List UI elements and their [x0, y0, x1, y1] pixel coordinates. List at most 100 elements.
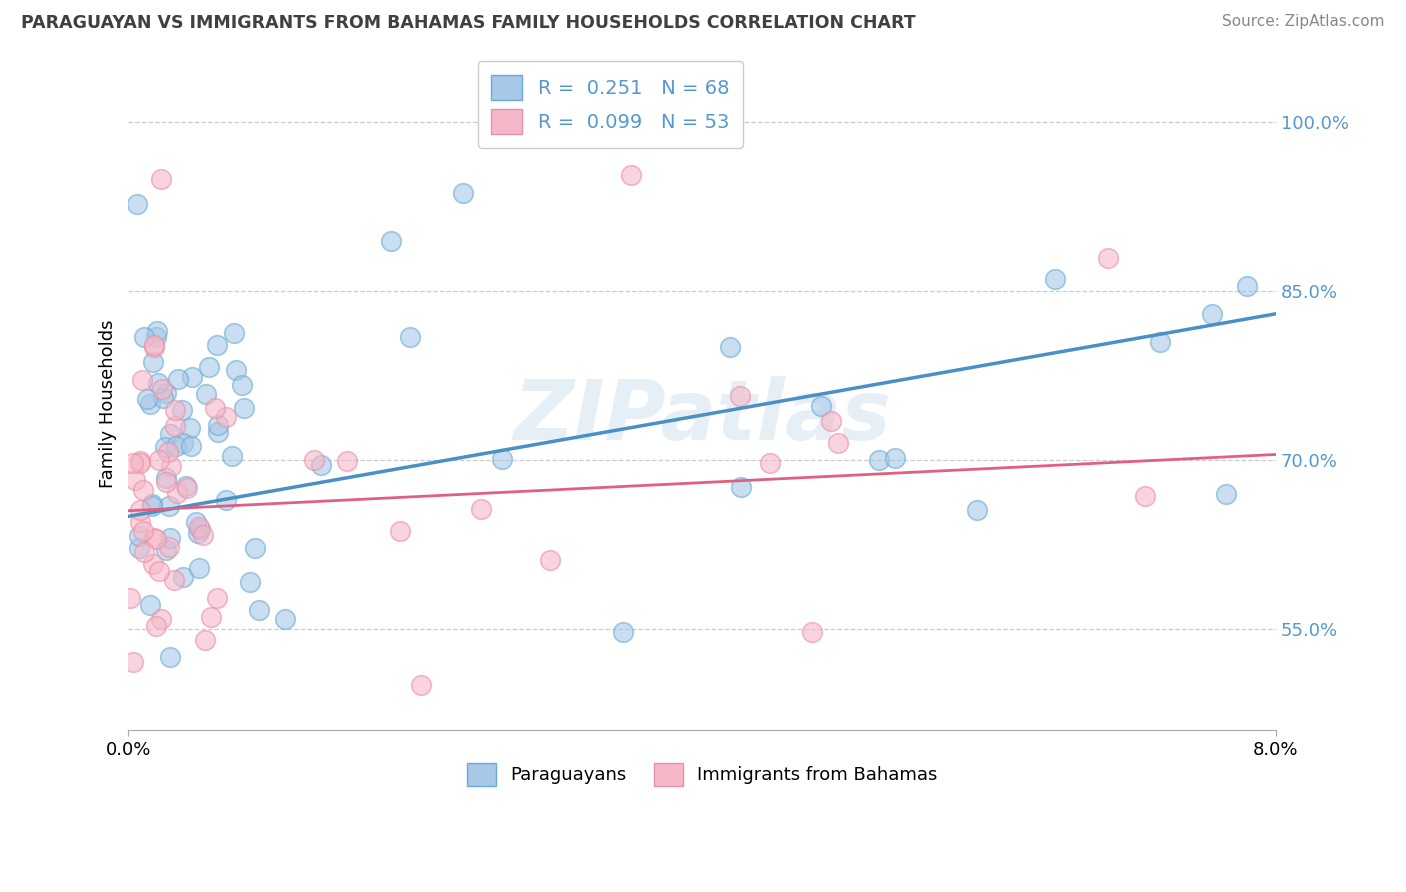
Point [128, 529, 150, 543]
Point [1097, 252, 1119, 266]
Point [159, 531, 181, 545]
Point [128, 503, 150, 517]
Point [247, 603, 270, 617]
Point [155, 471, 177, 485]
Point [233, 401, 256, 415]
Point [188, 561, 211, 575]
Point [139, 599, 162, 613]
Point [148, 564, 170, 578]
Point [145, 329, 167, 343]
Point [141, 500, 163, 514]
Point [243, 541, 266, 555]
Point [145, 533, 167, 547]
Point [231, 377, 253, 392]
Point [215, 492, 238, 507]
Point [1201, 307, 1223, 321]
Point [165, 419, 187, 434]
Point [304, 453, 326, 467]
Point [148, 452, 170, 467]
Point [800, 625, 823, 640]
Point [146, 376, 169, 391]
Point [225, 362, 247, 376]
Point [163, 573, 186, 587]
Point [336, 454, 359, 468]
Point [152, 391, 174, 405]
Point [224, 326, 246, 340]
Point [142, 354, 165, 368]
Point [399, 330, 422, 344]
Point [179, 421, 201, 435]
Point [155, 441, 177, 455]
Point [215, 409, 238, 424]
Point [155, 385, 177, 400]
Point [204, 401, 226, 415]
Point [172, 570, 194, 584]
Point [145, 324, 167, 338]
Point [207, 425, 229, 440]
Point [166, 371, 188, 385]
Point [136, 392, 159, 407]
Point [1133, 489, 1156, 503]
Point [150, 612, 173, 626]
Point [155, 475, 177, 489]
Point [157, 500, 180, 514]
Point [159, 427, 181, 442]
Point [1215, 487, 1237, 501]
Point [409, 678, 432, 692]
Point [150, 382, 173, 396]
Point [121, 655, 143, 669]
Point [155, 543, 177, 558]
Text: ZIPatlas: ZIPatlas [513, 376, 891, 458]
Point [129, 515, 152, 529]
Point [451, 186, 474, 200]
Point [470, 501, 492, 516]
Point [868, 453, 890, 467]
Point [141, 497, 163, 511]
Point [730, 480, 752, 494]
Text: PARAGUAYAN VS IMMIGRANTS FROM BAHAMAS FAMILY HOUSEHOLDS CORRELATION CHART: PARAGUAYAN VS IMMIGRANTS FROM BAHAMAS FA… [21, 14, 915, 32]
Point [132, 330, 155, 344]
Point [134, 545, 156, 559]
Point [180, 369, 202, 384]
Point [239, 574, 262, 589]
Point [156, 445, 179, 459]
Point [188, 522, 211, 536]
Point [129, 453, 152, 467]
Point [1045, 272, 1067, 286]
Point [810, 399, 832, 413]
Point [221, 449, 243, 463]
Point [205, 338, 228, 352]
Point [159, 649, 181, 664]
Point [1149, 335, 1171, 350]
Point [143, 337, 166, 351]
Point [174, 479, 197, 493]
Point [132, 483, 155, 498]
Point [187, 525, 209, 540]
Point [966, 503, 988, 517]
Point [174, 25, 197, 39]
Point [612, 625, 634, 640]
Point [131, 372, 153, 386]
Point [124, 473, 146, 487]
Point [143, 340, 166, 354]
Point [145, 618, 167, 632]
Point [150, 172, 173, 186]
Point [1236, 278, 1258, 293]
Point [827, 435, 849, 450]
Point [820, 413, 842, 427]
Text: Source: ZipAtlas.com: Source: ZipAtlas.com [1222, 14, 1385, 29]
Point [142, 557, 165, 571]
Point [127, 197, 149, 211]
Legend: Paraguayans, Immigrants from Bahamas: Paraguayans, Immigrants from Bahamas [460, 756, 945, 793]
Point [380, 234, 402, 248]
Point [195, 387, 218, 401]
Point [759, 456, 782, 470]
Point [120, 591, 142, 605]
Point [157, 540, 180, 554]
Point [309, 458, 332, 473]
Point [143, 531, 166, 545]
Point [165, 439, 187, 453]
Point [172, 436, 194, 450]
Point [122, 456, 145, 470]
Point [620, 168, 643, 182]
